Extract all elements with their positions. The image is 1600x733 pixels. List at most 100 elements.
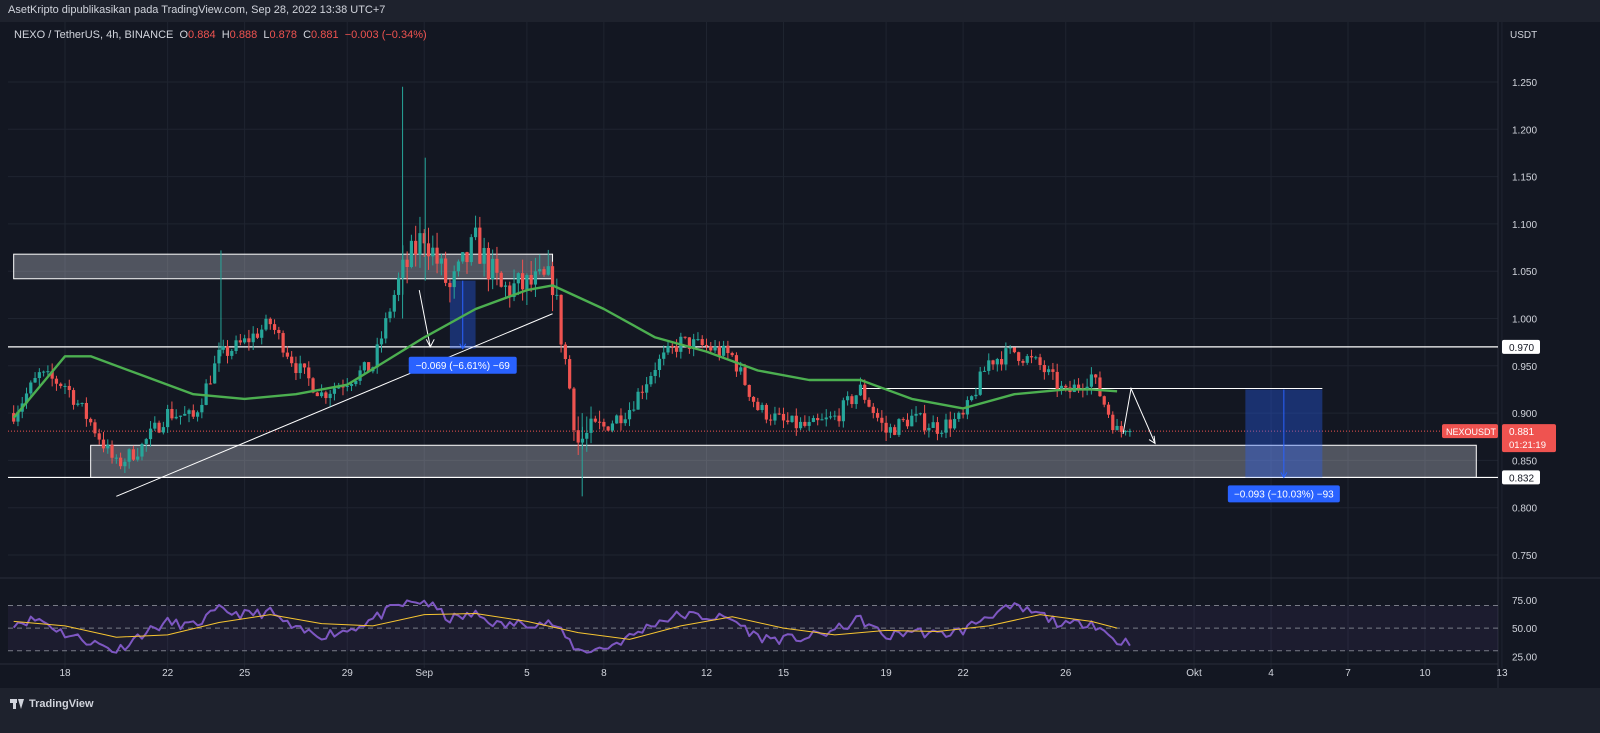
time-tick-label: 26 bbox=[1060, 668, 1072, 679]
candle-body bbox=[576, 430, 580, 443]
candle-body bbox=[170, 408, 174, 419]
candle-body bbox=[786, 420, 790, 422]
candle-body bbox=[803, 421, 807, 426]
candle-body bbox=[452, 271, 456, 288]
candle-body bbox=[751, 396, 756, 402]
candle-body bbox=[897, 419, 901, 435]
measure-arrow-head bbox=[1280, 472, 1288, 479]
candle-body bbox=[781, 413, 786, 421]
time-tick-label: 5 bbox=[524, 668, 530, 679]
candle-body bbox=[948, 419, 952, 429]
candle-body bbox=[807, 421, 811, 426]
trend-line bbox=[116, 313, 553, 497]
candle-body bbox=[341, 386, 345, 388]
candle-body bbox=[456, 261, 461, 272]
candle-body bbox=[251, 333, 255, 343]
candle-body bbox=[405, 259, 409, 268]
candle-body bbox=[846, 396, 850, 401]
price-tag-box bbox=[1502, 470, 1540, 485]
candle-body bbox=[277, 329, 281, 334]
time-tick-label: Sep bbox=[415, 668, 433, 679]
candle-body bbox=[854, 395, 858, 405]
candle-body bbox=[974, 394, 978, 397]
candle-body bbox=[623, 419, 627, 424]
candle-body bbox=[136, 456, 140, 460]
published-by-text: AsetKripto dipublikasikan pada TradingVi… bbox=[8, 4, 386, 16]
candle-body bbox=[127, 449, 131, 462]
candle-body bbox=[221, 346, 225, 350]
candle-body bbox=[858, 384, 863, 396]
close-label: C bbox=[303, 29, 312, 41]
candle-body bbox=[995, 359, 999, 365]
candle-body bbox=[384, 318, 388, 339]
candle-body bbox=[529, 275, 533, 285]
price-tag-label: 0.832 bbox=[1509, 473, 1534, 484]
candle-body bbox=[290, 356, 294, 364]
close-value: 0.881 bbox=[311, 29, 339, 41]
candle-body bbox=[538, 269, 542, 272]
tradingview-logo-icon bbox=[10, 699, 24, 709]
candle-body bbox=[1038, 357, 1042, 366]
candle-body bbox=[739, 367, 743, 372]
candle-body bbox=[717, 346, 721, 356]
candle-body bbox=[597, 421, 602, 423]
candle-body bbox=[687, 337, 691, 349]
rsi-line bbox=[12, 599, 1131, 654]
brand-name: TradingView bbox=[29, 698, 94, 710]
candle-body bbox=[1119, 425, 1123, 433]
candle-body bbox=[563, 344, 567, 360]
candle-body bbox=[50, 371, 54, 379]
price-tag-box bbox=[1502, 339, 1540, 354]
open-value: 0.884 bbox=[188, 29, 216, 41]
price-tick-label: 1.250 bbox=[1512, 78, 1537, 89]
countdown-label: 01:21:19 bbox=[1509, 440, 1546, 451]
candle-body bbox=[940, 432, 944, 434]
candle-body bbox=[461, 252, 465, 262]
candle-body bbox=[123, 461, 127, 467]
candle-body bbox=[140, 443, 144, 457]
candle-body bbox=[161, 427, 165, 433]
measure-label: −0.069 (−6.61%) −69 bbox=[416, 361, 511, 372]
candle-body bbox=[1012, 347, 1017, 353]
candle-body bbox=[722, 345, 726, 356]
candle-body bbox=[1004, 348, 1008, 365]
candle-body bbox=[157, 422, 161, 433]
candle-body bbox=[640, 391, 644, 393]
time-tick-label: 13 bbox=[1496, 668, 1508, 679]
candle-body bbox=[824, 417, 828, 420]
candle-body bbox=[1064, 385, 1068, 388]
projection-arrowhead-2 bbox=[1148, 435, 1156, 445]
candle-body bbox=[1089, 374, 1093, 387]
candle-body bbox=[431, 247, 435, 257]
candle-body bbox=[435, 247, 439, 264]
candle-body bbox=[183, 413, 187, 416]
candle-body bbox=[670, 345, 674, 347]
candle-body bbox=[816, 418, 820, 421]
candle-body bbox=[666, 345, 670, 353]
candles bbox=[12, 86, 1132, 497]
measure-arrow-head bbox=[459, 343, 467, 350]
candle-body bbox=[700, 339, 704, 346]
candle-body bbox=[1025, 356, 1029, 363]
candle-body bbox=[469, 237, 473, 263]
candle-body bbox=[311, 378, 315, 393]
candle-body bbox=[674, 346, 679, 352]
candle-body bbox=[396, 277, 401, 295]
tradingview-brand[interactable]: TradingView bbox=[10, 698, 94, 710]
candle-body bbox=[328, 393, 332, 399]
time-tick-label: 25 bbox=[239, 668, 251, 679]
price-tick-label: 1.000 bbox=[1512, 315, 1537, 326]
candle-body bbox=[110, 444, 114, 458]
candle-body bbox=[29, 382, 33, 394]
candle-body bbox=[521, 273, 525, 290]
candle-body bbox=[662, 352, 666, 359]
currency-label: USDT bbox=[1510, 30, 1537, 41]
candle-body bbox=[1085, 386, 1089, 390]
time-tick-label: 7 bbox=[1345, 668, 1351, 679]
low-label: L bbox=[263, 29, 270, 41]
candle-body bbox=[268, 318, 272, 325]
price-tick-label: 0.900 bbox=[1512, 409, 1537, 420]
candle-body bbox=[790, 415, 794, 422]
candle-body bbox=[148, 428, 153, 440]
